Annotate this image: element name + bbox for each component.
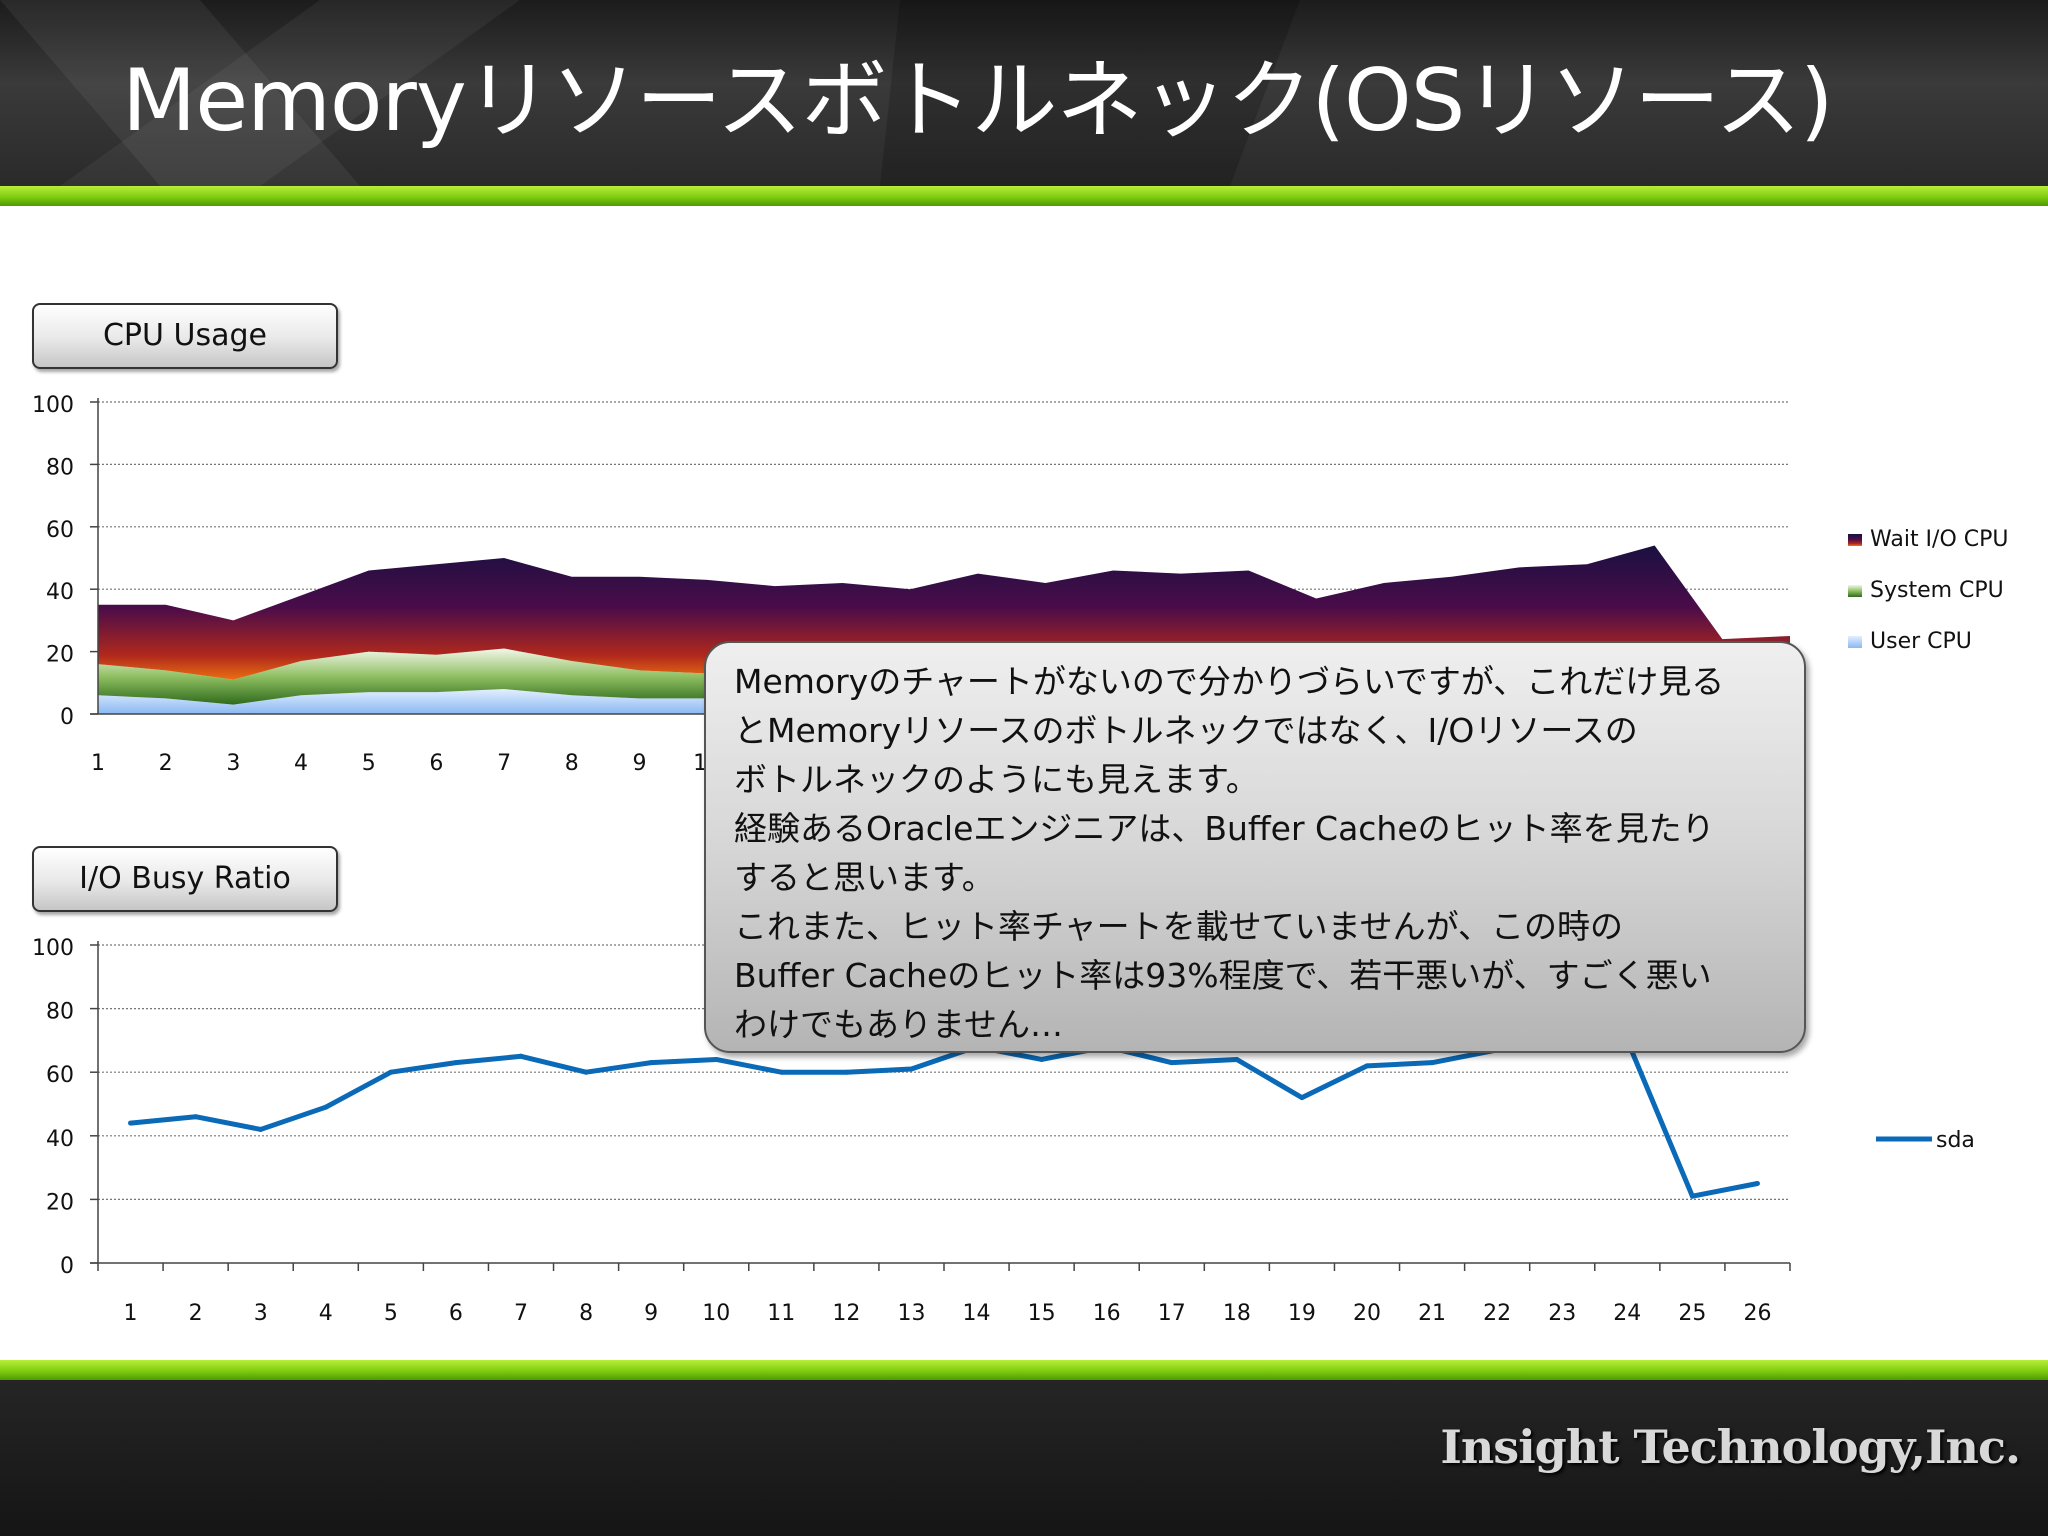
company-logo-text: Insight Technology,Inc.: [1440, 1420, 2021, 1474]
callout-line: 経験あるOracleエンジニアは、Buffer Cacheのヒット率を見たり: [734, 809, 1715, 848]
x-tick-label: 7: [497, 751, 511, 776]
callout-note: Memoryのチャートがないので分かりづらいですが、これだけ見る とMemory…: [704, 641, 1806, 1053]
header-accent-bar: [0, 186, 2048, 206]
x-tick-label: 16: [1093, 1301, 1121, 1326]
data-point: [1364, 1063, 1370, 1069]
y-tick-label: 40: [46, 580, 74, 605]
x-tick-label: 6: [429, 751, 443, 776]
callout-line: とMemoryリソースのボトルネックではなく、I/Oリソースの: [734, 711, 1638, 750]
y-tick-label: 0: [60, 1254, 74, 1279]
legend-label-system-cpu: System CPU: [1870, 578, 2004, 603]
x-tick-label: 8: [579, 1301, 593, 1326]
x-tick-label: 8: [565, 751, 579, 776]
x-tick-label: 3: [226, 751, 240, 776]
data-point: [1299, 1095, 1305, 1101]
data-point: [778, 1069, 784, 1075]
data-point: [1754, 1181, 1760, 1186]
slide-header: Memoryリソースボトルネック(OSリソース): [0, 0, 2048, 186]
x-tick-label: 9: [644, 1301, 658, 1326]
y-tick-label: 80: [46, 455, 74, 480]
callout-line: ボトルネックのようにも見えます。: [734, 760, 1259, 799]
x-tick-label: 4: [319, 1301, 333, 1326]
data-point: [388, 1069, 394, 1075]
x-tick-label: 13: [897, 1301, 925, 1326]
y-tick-label: 20: [46, 643, 74, 668]
x-tick-label: 22: [1483, 1301, 1511, 1326]
data-point: [843, 1069, 849, 1075]
data-point: [323, 1104, 329, 1110]
x-tick-label: 20: [1353, 1301, 1381, 1326]
y-tick-label: 60: [46, 518, 74, 543]
x-tick-label: 12: [832, 1301, 860, 1326]
y-tick-label: 20: [46, 1190, 74, 1215]
callout-line: わけでもありません…: [734, 1005, 1064, 1044]
callout-line: Buffer Cacheのヒット率は93%程度で、若干悪いが、すごく悪い: [734, 956, 1712, 995]
x-tick-label: 26: [1743, 1301, 1771, 1326]
legend-swatch-system-cpu: [1848, 585, 1862, 597]
data-point: [713, 1056, 719, 1062]
x-tick-label: 24: [1613, 1301, 1641, 1326]
data-point: [1689, 1193, 1695, 1199]
x-tick-label: 9: [632, 751, 646, 776]
header-decoration: [0, 0, 1300, 186]
slide-footer: Insight Technology,Inc.: [0, 1380, 2048, 1536]
x-tick-label: 7: [514, 1301, 528, 1326]
legend-label-user-cpu: User CPU: [1870, 629, 1972, 654]
x-tick-label: 18: [1223, 1301, 1251, 1326]
y-tick-label: 80: [46, 1000, 74, 1025]
line-series-sda: [130, 1037, 1758, 1199]
y-tick-label: 100: [32, 393, 74, 418]
data-point: [1169, 1060, 1175, 1066]
legend-swatch-wait-i-o-cpu: [1848, 534, 1862, 546]
x-tick-label: 3: [254, 1301, 268, 1326]
data-point: [193, 1114, 199, 1120]
x-tick-label: 10: [702, 1301, 730, 1326]
x-tick-label: 1: [91, 751, 105, 776]
data-point: [518, 1053, 524, 1059]
y-tick-label: 60: [46, 1063, 74, 1088]
legend-label-sda: sda: [1936, 1128, 1975, 1153]
data-point: [908, 1066, 914, 1072]
data-point: [1429, 1060, 1435, 1066]
x-tick-label: 5: [384, 1301, 398, 1326]
io-busy-ratio-chart-title: I/O Busy Ratio: [32, 846, 338, 912]
legend-label-wait-i-o-cpu: Wait I/O CPU: [1870, 527, 2009, 552]
data-point: [453, 1060, 459, 1066]
x-tick-label: 1: [124, 1301, 138, 1326]
data-point: [1039, 1056, 1045, 1062]
x-tick-label: 15: [1028, 1301, 1056, 1326]
callout-line: これまた、ヒット率チャートを載せていませんが、この時の: [734, 907, 1624, 946]
x-tick-label: 17: [1158, 1301, 1186, 1326]
x-tick-label: 21: [1418, 1301, 1446, 1326]
callout-line: すると思います。: [734, 858, 995, 897]
y-tick-label: 100: [32, 936, 74, 961]
slide-title: Memoryリソースボトルネック(OSリソース): [122, 51, 1834, 151]
x-tick-label: 5: [362, 751, 376, 776]
x-tick-label: 25: [1678, 1301, 1706, 1326]
data-point: [258, 1126, 264, 1132]
x-tick-label: 11: [767, 1301, 795, 1326]
cpu-usage-chart-title: CPU Usage: [32, 303, 338, 369]
data-point: [128, 1120, 134, 1126]
x-tick-label: 2: [189, 1301, 203, 1326]
x-tick-label: 6: [449, 1301, 463, 1326]
footer-accent-bar: [0, 1360, 2048, 1380]
callout-line: Memoryのチャートがないので分かりづらいですが、これだけ見る: [734, 662, 1725, 701]
data-point: [1234, 1056, 1240, 1062]
data-point: [583, 1069, 589, 1075]
x-tick-label: 19: [1288, 1301, 1316, 1326]
x-tick-label: 23: [1548, 1301, 1576, 1326]
x-tick-label: 4: [294, 751, 308, 776]
x-tick-label: 2: [159, 751, 173, 776]
x-tick-label: 14: [963, 1301, 991, 1326]
data-point: [648, 1060, 654, 1066]
y-tick-label: 40: [46, 1127, 74, 1152]
legend-swatch-user-cpu: [1848, 636, 1862, 648]
y-tick-label: 0: [60, 705, 74, 730]
